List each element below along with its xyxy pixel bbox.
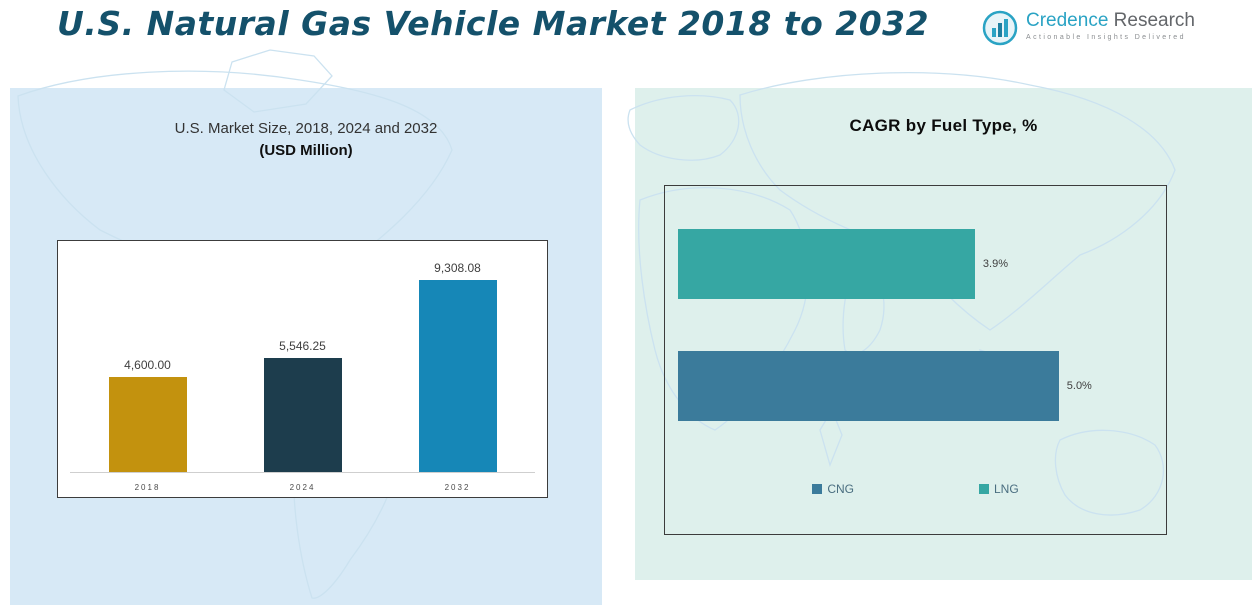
bar-group-2032: 9,308.08: [418, 249, 497, 472]
credence-research-logo: Credence Research Actionable Insights De…: [982, 10, 1195, 46]
bar-value-label-2032: 9,308.08: [434, 261, 481, 276]
bar-value-label-2018: 4,600.00: [124, 358, 171, 373]
x-axis-label-2032: 2032: [444, 483, 471, 492]
bar-2018: [108, 377, 187, 472]
legend-swatch-lng: [978, 484, 989, 494]
legend-item-cng: CNG: [812, 482, 854, 496]
brand-name: Credence Research: [1026, 10, 1195, 32]
left-chart-subtitle: (USD Million): [259, 142, 353, 159]
bar-group-2018: 4,600.00: [108, 249, 187, 472]
brand-primary: Credence: [1026, 10, 1109, 31]
legend-label-lng: LNG: [993, 482, 1019, 496]
logo-tagline: Actionable Insights Delivered: [1026, 34, 1186, 41]
market-size-chart: 4,600.00 5,546.25 9,308.08 2018 2024 203…: [57, 240, 548, 498]
legend-label-cng: CNG: [827, 482, 854, 496]
logo-text: Credence Research Actionable Insights De…: [1026, 10, 1195, 41]
brand-secondary: Research: [1113, 10, 1195, 31]
bar-value-label-2024: 5,546.25: [279, 338, 326, 353]
bar-value-label-cng: 5.0%: [1066, 380, 1092, 392]
cagr-chart: 3.9% 5.0% CNG LNG: [664, 185, 1167, 535]
bar-2024: [263, 357, 342, 472]
legend-item-lng: LNG: [978, 482, 1019, 496]
bar-lng: [678, 229, 975, 299]
legend-swatch-cng: [812, 484, 823, 494]
cagr-section: CAGR by Fuel Type, % 3.9% 5.0% CNG LNG: [635, 88, 1252, 580]
bar-group-2024: 5,546.25: [263, 249, 342, 472]
chart-legend: CNG LNG: [665, 482, 1166, 496]
x-axis-labels: 2018 2024 2032: [70, 483, 535, 492]
bar-2032: [418, 280, 497, 472]
page-title: U.S. Natural Gas Vehicle Market 2018 to …: [57, 4, 930, 43]
market-size-section: U.S. Market Size, 2018, 2024 and 2032 (U…: [10, 88, 602, 605]
plot-area: 4,600.00 5,546.25 9,308.08: [70, 249, 535, 473]
bar-row-cng: 5.0%: [678, 351, 1160, 421]
x-axis-label-2024: 2024: [289, 483, 316, 492]
left-chart-title: U.S. Market Size, 2018, 2024 and 2032: [174, 120, 438, 137]
bar-row-lng: 3.9%: [678, 229, 1160, 299]
x-axis-label-2018: 2018: [134, 483, 161, 492]
right-chart-title: CAGR by Fuel Type, %: [849, 116, 1038, 135]
logo-chart-icon: [982, 10, 1018, 46]
bar-cng: [678, 351, 1059, 421]
bar-value-label-lng: 3.9%: [982, 258, 1008, 270]
